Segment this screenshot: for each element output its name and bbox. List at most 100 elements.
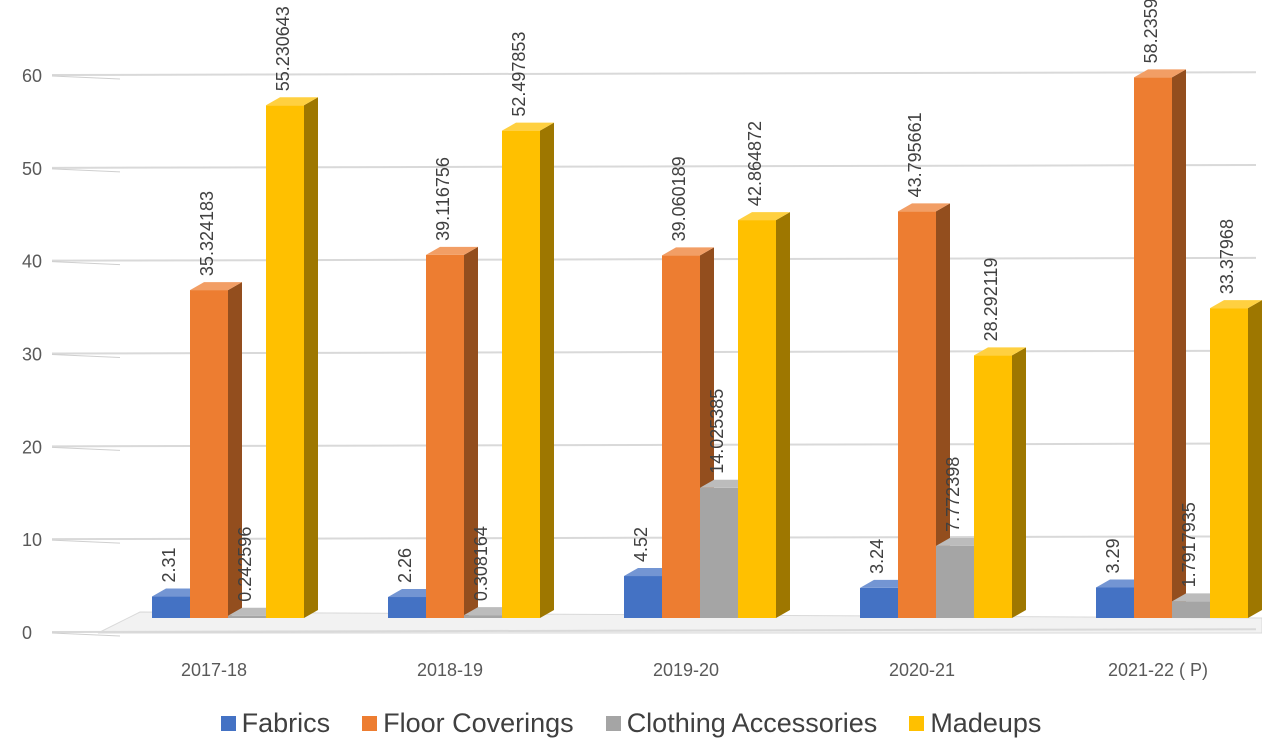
bar [190, 282, 242, 618]
bar-front [936, 545, 974, 618]
data-label: 4.52 [631, 527, 651, 562]
legend-label: Fabrics [241, 708, 331, 738]
y-tick-label: 60 [22, 66, 42, 86]
bar-side [776, 212, 790, 618]
bar [738, 212, 790, 618]
bar-side [304, 97, 318, 619]
gridline [51, 628, 1257, 633]
data-label: 0.308164 [471, 526, 491, 601]
x-tick-label: 2018-19 [417, 660, 483, 680]
bar-side [228, 282, 242, 618]
side-wall-line [51, 261, 121, 266]
bar [1210, 300, 1262, 618]
data-label: 39.116756 [433, 157, 453, 241]
legend-swatch [909, 716, 925, 731]
data-label: 42.864872 [745, 121, 765, 206]
data-label: 43.795661 [905, 112, 925, 197]
bar-top [502, 122, 554, 131]
bar-front [464, 615, 502, 618]
x-tick-label: 2020-21 [889, 660, 955, 680]
side-wall-line [51, 168, 121, 173]
bar-side [936, 203, 950, 618]
data-label: 58.2359 [1141, 0, 1161, 63]
bar-top [974, 347, 1026, 356]
bar [266, 97, 318, 619]
bar [662, 247, 714, 619]
data-label: 35.324183 [197, 191, 217, 276]
data-label: 3.24 [867, 539, 887, 574]
bar-front [624, 576, 662, 618]
bar [426, 246, 478, 618]
legend-swatch [605, 716, 621, 731]
gridline [51, 71, 1257, 76]
data-label: 52.497853 [509, 32, 529, 117]
y-tick-label: 30 [22, 345, 42, 365]
bar-top [426, 246, 478, 255]
gridline [51, 164, 1257, 169]
y-tick-label: 20 [22, 437, 42, 457]
data-label: 0.242596 [235, 527, 255, 602]
gridline [51, 349, 1257, 355]
bar-side [1248, 300, 1262, 618]
y-tick-label: 0 [22, 623, 32, 643]
bar-front [1134, 77, 1172, 619]
legend: Fabrics Floor Coverings Clothing Accessori… [0, 708, 1262, 739]
legend-label: Clothing Accessories [626, 708, 878, 738]
y-tick-label: 50 [22, 159, 42, 179]
bar [974, 347, 1026, 618]
x-tick-label: 2019-20 [653, 660, 719, 680]
side-wall-line [51, 446, 121, 451]
x-tick-label: 2021-22 ( P) [1108, 660, 1208, 680]
legend-item: Fabrics [220, 708, 331, 739]
gridline [51, 535, 1257, 541]
y-tick-label: 10 [22, 530, 42, 550]
bar-front [1172, 601, 1210, 618]
bar-front [898, 211, 936, 618]
bar-front [426, 254, 464, 618]
legend-label: Floor Coverings [383, 708, 574, 738]
data-label: 14.025385 [707, 389, 727, 474]
bar [502, 122, 554, 618]
bar-front [974, 355, 1012, 618]
data-label: 28.292119 [981, 258, 1001, 342]
data-label: 2.31 [159, 548, 179, 583]
bar-top [738, 212, 790, 221]
bar-top [662, 247, 714, 256]
legend-item: Floor Coverings [362, 708, 574, 739]
gridline [51, 256, 1257, 262]
bar-front [152, 596, 190, 618]
bar-front [738, 220, 776, 618]
bar-front [388, 597, 426, 618]
bar [898, 203, 950, 618]
data-label: 33.37968 [1217, 219, 1237, 294]
bar-side [1172, 69, 1186, 619]
gridline [51, 442, 1257, 448]
bar-top [1134, 69, 1186, 78]
bar-front [700, 487, 738, 618]
bar-side [540, 122, 554, 618]
bar-side [464, 246, 478, 618]
legend-swatch [362, 716, 378, 731]
data-label: 7.772398 [943, 457, 963, 532]
data-label: 2.26 [395, 548, 415, 583]
bar-top [266, 97, 318, 106]
side-wall-line [51, 75, 121, 80]
bar-front [502, 130, 540, 618]
bar-front [266, 105, 304, 619]
data-label: 1.7917935 [1179, 502, 1199, 587]
y-tick-label: 40 [22, 252, 42, 272]
legend-item: Clothing Accessories [605, 708, 878, 739]
side-wall-line [51, 539, 121, 544]
bar-top [190, 282, 242, 291]
bar-front [662, 255, 700, 619]
bar-top [898, 203, 950, 212]
bar [1134, 69, 1186, 619]
side-wall-line [51, 354, 121, 358]
data-label: 3.29 [1103, 538, 1123, 573]
bar-front [1210, 308, 1248, 618]
bar-top [1210, 300, 1262, 309]
x-tick-label: 2017-18 [181, 660, 247, 680]
data-label: 39.060189 [669, 156, 689, 241]
